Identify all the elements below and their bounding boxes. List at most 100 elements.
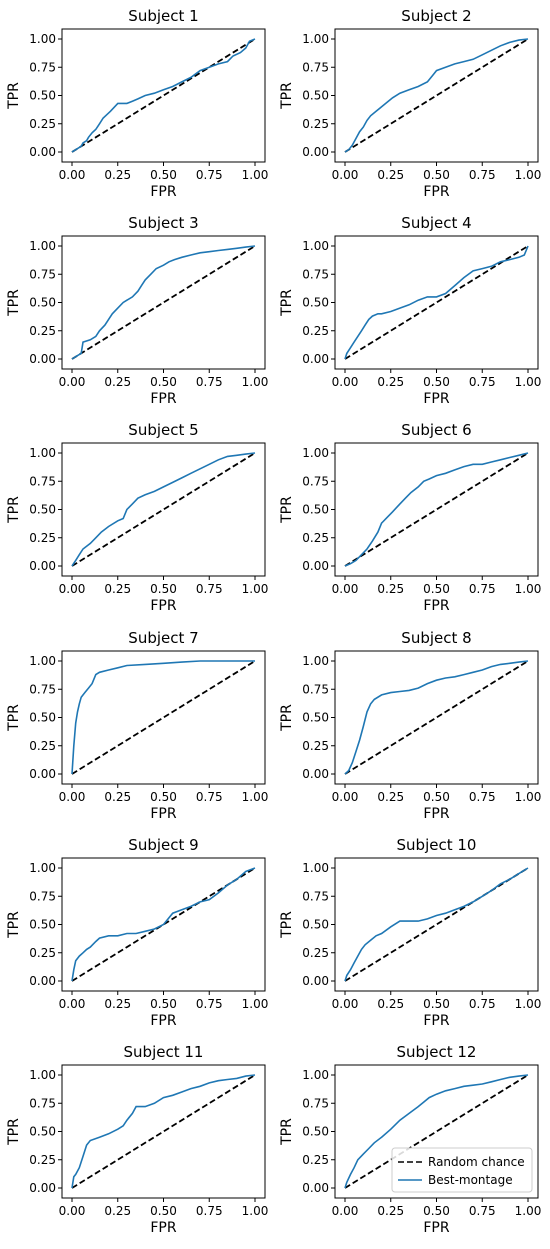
- y-tick-label: 0.75: [29, 682, 56, 696]
- y-tick-label: 0.00: [302, 145, 329, 159]
- y-axis-label: TPR: [6, 1118, 22, 1146]
- best-montage-line: [71, 245, 256, 360]
- x-axis-label: FPR: [423, 806, 449, 822]
- x-tick-label: 0.50: [423, 1204, 450, 1218]
- x-tick-label: 0.75: [469, 790, 496, 804]
- axes-frame: [61, 28, 266, 163]
- x-tick-label: 0.25: [377, 997, 404, 1011]
- y-tick-label: 0.00: [302, 767, 329, 781]
- best-montage-line: [71, 1074, 256, 1189]
- y-tick-label: 0.25: [29, 324, 56, 338]
- subplot-title: Subject 11: [124, 1043, 204, 1061]
- random-chance-line: [71, 245, 256, 360]
- y-tick-label: 0.75: [302, 267, 329, 281]
- subplot-7: Subject 7 0.00 0.25 0.50 0.75 1.00 0.00 0.25 0.5…: [6, 629, 268, 822]
- y-tick-label: 0.50: [29, 918, 56, 932]
- x-tick-label: 0.50: [423, 790, 450, 804]
- best-montage-line: [344, 867, 529, 982]
- x-tick-label: 0.75: [469, 1204, 496, 1218]
- x-axis-label: FPR: [150, 1013, 176, 1029]
- x-tick-label: 0.75: [469, 997, 496, 1011]
- subplot-10: Subject 10 0.00 0.25 0.50 0.75 1.00 0.00 0.25 0.…: [279, 836, 541, 1029]
- y-tick-label: 0.75: [302, 1096, 329, 1110]
- x-tick-label: 0.00: [59, 168, 86, 182]
- subplot-title: Subject 5: [128, 421, 198, 439]
- x-tick-label: 1.00: [515, 582, 542, 596]
- y-tick-label: 0.25: [29, 531, 56, 545]
- random-chance-line: [344, 660, 529, 775]
- y-tick-label: 0.25: [29, 1153, 56, 1167]
- subplot-6: Subject 6 0.00 0.25 0.50 0.75 1.00 0.00 0.25 0.5…: [279, 421, 541, 614]
- x-axis-label: FPR: [150, 391, 176, 407]
- x-tick-label: 0.50: [423, 582, 450, 596]
- x-tick-label: 1.00: [242, 582, 269, 596]
- axes-frame: [334, 28, 539, 163]
- y-tick-label: 0.75: [29, 474, 56, 488]
- x-tick-label: 0.50: [423, 168, 450, 182]
- x-axis-label: FPR: [423, 184, 449, 200]
- x-tick-label: 0.25: [104, 582, 131, 596]
- y-tick-label: 0.50: [29, 296, 56, 310]
- x-axis-label: FPR: [423, 391, 449, 407]
- y-tick-label: 1.00: [302, 1068, 329, 1082]
- x-tick-label: 0.75: [469, 582, 496, 596]
- legend-label: Random chance: [428, 1155, 525, 1169]
- x-axis-label: FPR: [423, 1013, 449, 1029]
- x-tick-label: 0.00: [332, 997, 359, 1011]
- x-tick-label: 0.50: [150, 1204, 177, 1218]
- x-tick-label: 0.50: [150, 997, 177, 1011]
- subplot-title: Subject 1: [128, 7, 198, 25]
- subplot-title: Subject 12: [397, 1043, 477, 1061]
- random-chance-line: [344, 245, 529, 360]
- y-tick-label: 0.75: [29, 1096, 56, 1110]
- y-tick-label: 1.00: [302, 32, 329, 46]
- subplot-11: Subject 11 0.00 0.25 0.50 0.75 1.00 0.00 0.25 0.…: [6, 1043, 268, 1236]
- axes-frame: [61, 235, 266, 370]
- best-montage-line: [344, 1074, 529, 1189]
- x-tick-label: 0.75: [196, 168, 223, 182]
- subplot-5: Subject 5 0.00 0.25 0.50 0.75 1.00 0.00 0.25 0.5…: [6, 421, 268, 614]
- x-tick-label: 1.00: [515, 375, 542, 389]
- random-chance-line: [344, 452, 529, 567]
- y-axis-label: TPR: [6, 704, 22, 732]
- y-tick-label: 0.25: [302, 531, 329, 545]
- random-chance-line: [344, 38, 529, 153]
- axes-frame: [61, 1064, 266, 1199]
- y-tick-label: 0.00: [302, 974, 329, 988]
- x-tick-label: 0.00: [59, 1204, 86, 1218]
- x-tick-label: 1.00: [242, 1204, 269, 1218]
- random-chance-line: [344, 867, 529, 982]
- best-montage-line: [344, 38, 529, 153]
- y-tick-label: 0.00: [29, 352, 56, 366]
- x-tick-label: 0.25: [104, 1204, 131, 1218]
- y-tick-label: 0.50: [29, 503, 56, 517]
- subplot-title: Subject 9: [128, 836, 198, 854]
- x-axis-label: FPR: [150, 598, 176, 614]
- subplot-title: Subject 2: [401, 7, 471, 25]
- axes-frame: [334, 442, 539, 577]
- y-tick-label: 0.75: [29, 60, 56, 74]
- x-axis-label: FPR: [150, 806, 176, 822]
- subplot-1: Subject 1 0.00 0.25 0.50 0.75 1.00 0.00 0.25 0.5…: [6, 7, 268, 200]
- x-tick-label: 0.75: [196, 1204, 223, 1218]
- subplot-3: Subject 3 0.00 0.25 0.50 0.75 1.00 0.00 0.25 0.5…: [6, 214, 268, 407]
- x-tick-label: 1.00: [242, 997, 269, 1011]
- x-tick-label: 0.00: [59, 582, 86, 596]
- x-tick-label: 0.50: [150, 375, 177, 389]
- x-tick-label: 0.25: [377, 582, 404, 596]
- x-tick-label: 0.00: [59, 375, 86, 389]
- y-tick-label: 1.00: [302, 861, 329, 875]
- y-axis-label: TPR: [279, 82, 295, 110]
- y-tick-label: 0.50: [29, 89, 56, 103]
- x-tick-label: 0.00: [332, 168, 359, 182]
- y-tick-label: 1.00: [29, 239, 56, 253]
- y-axis-label: TPR: [279, 289, 295, 317]
- best-montage-line: [344, 452, 529, 567]
- y-tick-label: 0.50: [302, 918, 329, 932]
- legend-label: Best-montage: [428, 1173, 513, 1187]
- x-tick-label: 0.75: [196, 375, 223, 389]
- random-chance-line: [71, 1074, 256, 1189]
- subplot-4: Subject 4 0.00 0.25 0.50 0.75 1.00 0.00 0.25 0.5…: [279, 214, 541, 407]
- y-tick-label: 0.25: [302, 739, 329, 753]
- subplot-title: Subject 4: [401, 214, 471, 232]
